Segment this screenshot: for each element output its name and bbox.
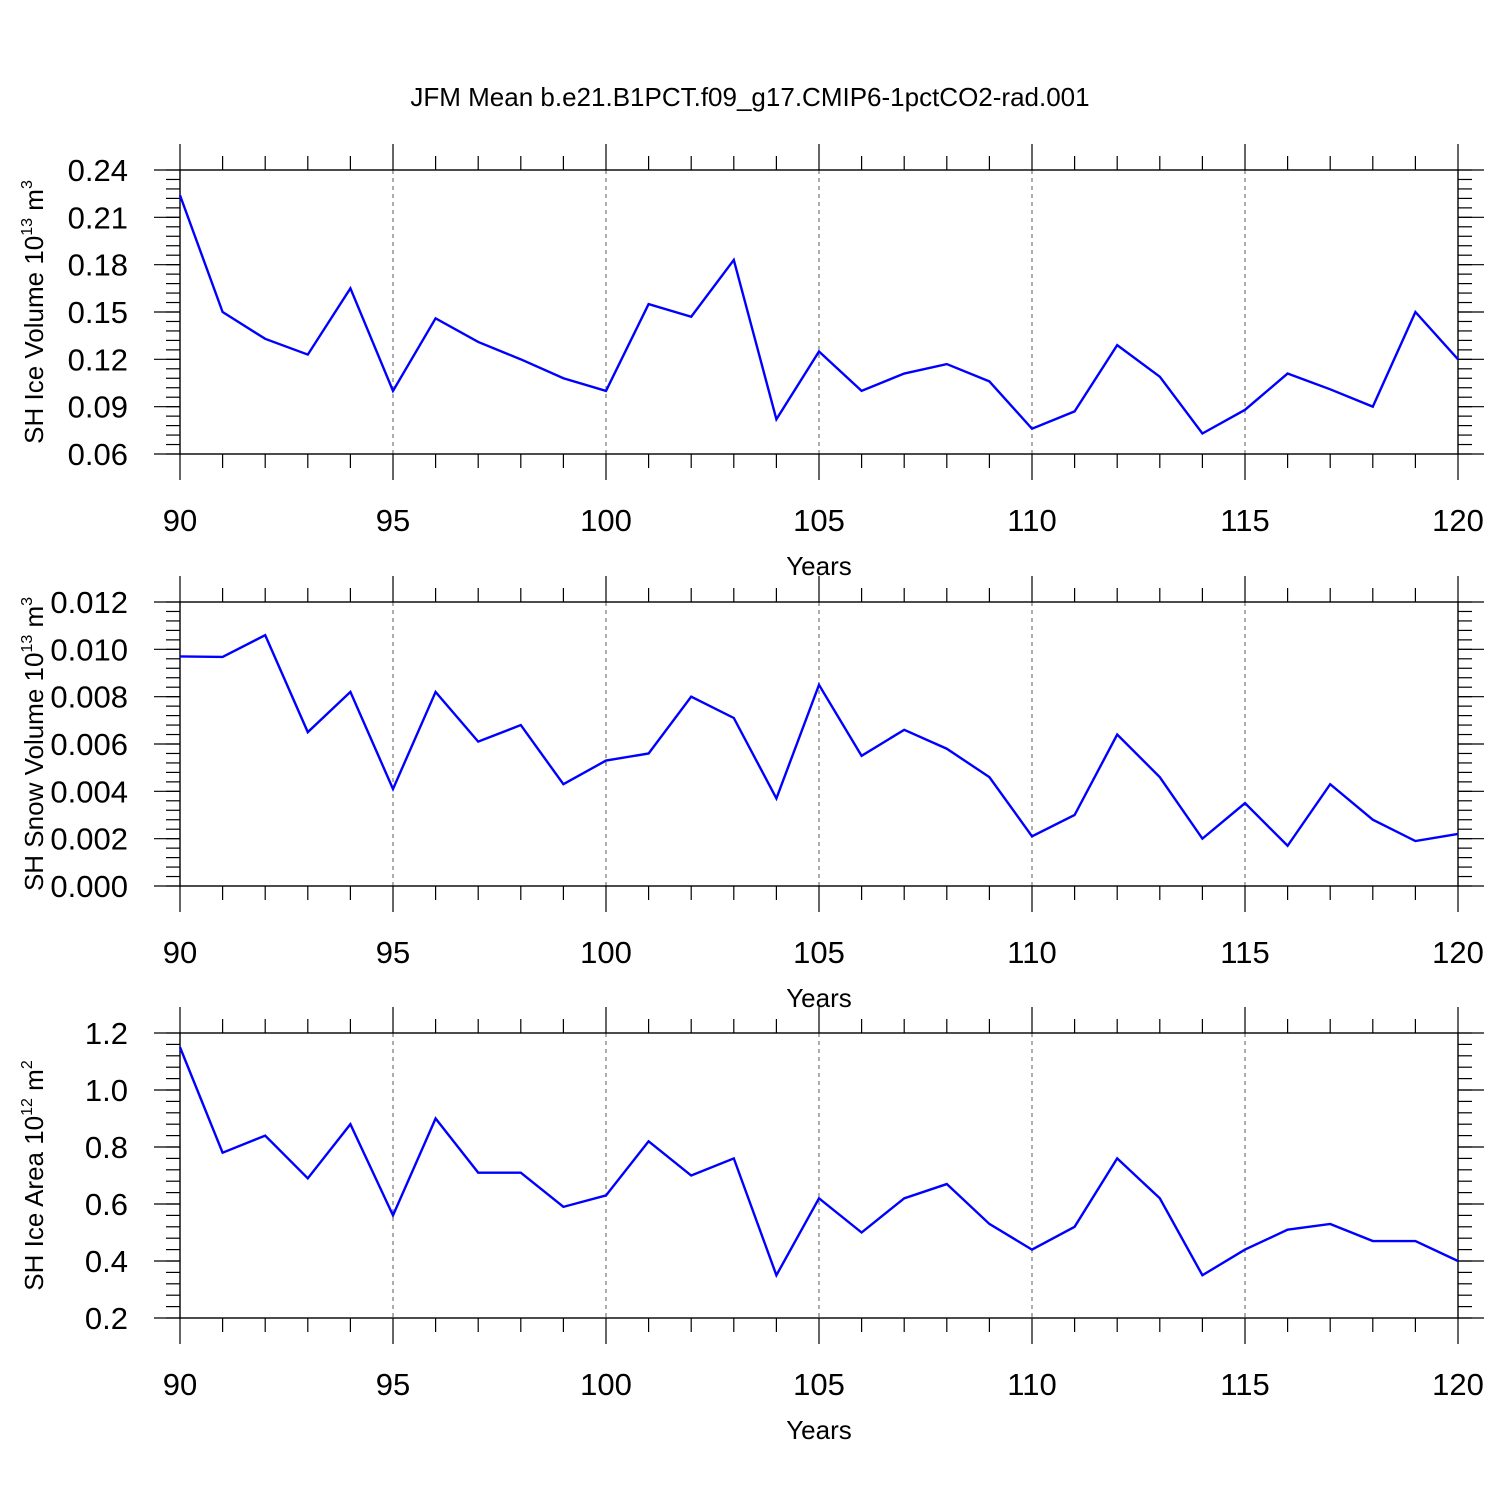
chart-title: JFM Mean b.e21.B1PCT.f09_g17.CMIP6-1pctC… (410, 82, 1089, 112)
panel-3-frame (179, 1032, 1459, 1319)
panel-3-x-tick-label: 120 (1432, 1367, 1484, 1402)
panel-2-y-tick-label: 0.012 (50, 585, 128, 620)
panel-1-frame (179, 169, 1459, 455)
panel-3-y-tick-label: 0.2 (85, 1301, 128, 1336)
panel-2-x-tick-label: 105 (793, 935, 845, 970)
panel-3-x-tick-label: 105 (793, 1367, 845, 1402)
panel-3-x-tick-label: 100 (580, 1367, 632, 1402)
panel-3-y-axis-label: SH Ice Area 1012 m2 (19, 1060, 49, 1291)
panel-2-y-tick-label: 0.006 (50, 727, 128, 762)
panel-1-x-tick-label: 95 (376, 503, 410, 538)
panel-1-x-tick-label: 120 (1432, 503, 1484, 538)
panel-3-x-tick-label: 95 (376, 1367, 410, 1402)
panel-1-y-tick-label: 0.15 (68, 295, 128, 330)
panel-3-y-tick-label: 1.2 (85, 1016, 128, 1051)
panel-2-y-tick-label: 0.004 (50, 774, 128, 809)
panel-1-y-tick-label: 0.06 (68, 437, 128, 472)
panel-3-y-tick-label: 0.6 (85, 1187, 128, 1222)
panel-1-y-tick-label: 0.21 (68, 200, 128, 235)
panel-3-x-tick-label: 110 (1007, 1367, 1056, 1402)
panel-3-x-tick-label: 115 (1220, 1367, 1269, 1402)
panel-1-x-tick-label: 110 (1007, 503, 1056, 538)
panel-2-x-tick-label: 100 (580, 935, 632, 970)
panel-2-x-tick-label: 115 (1220, 935, 1269, 970)
panel-2-y-tick-label: 0.002 (50, 822, 128, 857)
panel-3-y-tick-label: 0.4 (85, 1244, 128, 1279)
panel-2-x-tick-label: 120 (1432, 935, 1484, 970)
panel-1-x-tick-label: 105 (793, 503, 845, 538)
panel-1-y-tick-label: 0.09 (68, 390, 128, 425)
panel-3-y-tick-label: 1.0 (85, 1073, 128, 1108)
panel-3-x-tick-label: 90 (163, 1367, 197, 1402)
panel-1-x-tick-label: 100 (580, 503, 632, 538)
panel-1-x-tick-label: 90 (163, 503, 197, 538)
panel-2-x-tick-label: 90 (163, 935, 197, 970)
panel-2-x-tick-label: 95 (376, 935, 410, 970)
panel-1-x-tick-label: 115 (1220, 503, 1269, 538)
panel-1-y-tick-label: 0.18 (68, 248, 128, 283)
panel-3-x-axis-label: Years (786, 1415, 852, 1445)
panel-3-series-line (178, 1046, 1459, 1279)
panel-2-frame (179, 601, 1459, 887)
panel-3-y-tick-label: 0.8 (85, 1130, 128, 1165)
panel-1-y-tick-label: 0.12 (68, 342, 128, 377)
panel-2-y-tick-label: 0.008 (50, 680, 128, 715)
panel-2-y-tick-label: 0.010 (50, 632, 128, 667)
panel-2-y-tick-label: 0.000 (50, 869, 128, 904)
panel-1-y-tick-label: 0.24 (68, 153, 128, 188)
panel-2-series-line (179, 633, 1459, 848)
panel-2-x-tick-label: 110 (1007, 935, 1056, 970)
panel-1-y-axis-label: SH Ice Volume 1013 m3 (19, 180, 49, 444)
panel-2-y-axis-label: SH Snow Volume 1013 m3 (19, 597, 49, 891)
panel-1-series-line (178, 194, 1459, 436)
